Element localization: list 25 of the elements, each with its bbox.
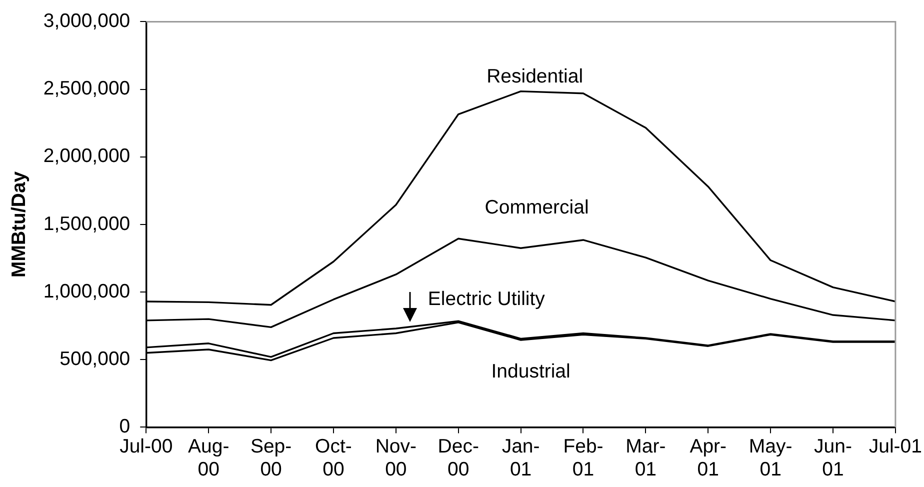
x-tick-label: Feb-01 — [563, 435, 604, 481]
x-tick-label: Jul-01 — [868, 435, 922, 458]
x-tick-label: Jul-00 — [120, 435, 173, 458]
x-tick-label: May-01 — [748, 435, 792, 481]
y-axis-title: MMBtu/Day — [8, 171, 30, 278]
x-tick-label: Apr-01 — [690, 435, 727, 481]
x-tick-label: Dec-00 — [438, 435, 479, 481]
y-tick-label: 1,000,000 — [43, 280, 130, 302]
x-tick-label: Nov-00 — [375, 435, 416, 481]
x-tick-label: Mar-01 — [626, 435, 666, 481]
y-tick-label: 1,500,000 — [43, 212, 130, 235]
y-tick-label: 2,500,000 — [43, 78, 130, 100]
x-tick-label: Jun-01 — [814, 435, 852, 481]
x-tick-label: Sep-00 — [250, 435, 292, 481]
series-label: Commercial — [484, 196, 589, 218]
legend-label: Electric Utility — [428, 288, 546, 310]
x-tick-label: Aug-00 — [188, 435, 230, 481]
series-label: Industrial — [491, 360, 570, 382]
y-tick-label: 3,000,000 — [43, 10, 130, 32]
x-tick-label: Oct-00 — [315, 435, 352, 481]
y-tick-label: 500,000 — [60, 348, 130, 370]
x-tick-label: Jan-01 — [502, 435, 540, 481]
series-label: Residential — [486, 66, 584, 88]
y-tick-label: 0 — [119, 416, 130, 438]
y-tick-label: 2,000,000 — [43, 145, 130, 168]
